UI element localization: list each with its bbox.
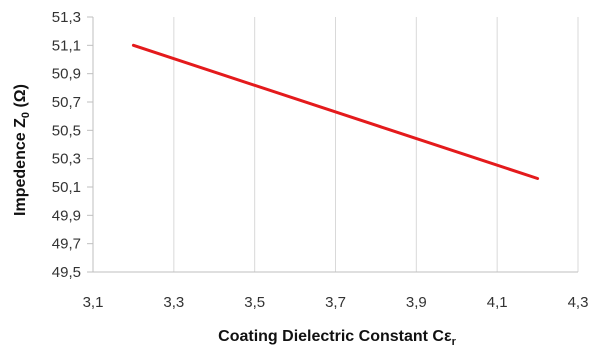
y-axis-ticks: 49,5 49,7 49,9 50,1 50,3 50,5 50,7 50,9 51,1 51,3 — [52, 9, 93, 281]
x-axis-title-subscript: r — [452, 336, 457, 348]
series-lines — [131, 43, 540, 180]
y-tick-label: 50,3 — [52, 151, 81, 168]
x-tick-label: 3,9 — [406, 294, 427, 311]
y-axis-title-suffix: (Ω) — [12, 84, 29, 112]
series-line — [131, 43, 540, 180]
x-tick-label: 4,3 — [568, 294, 589, 311]
x-axis-ticks: 3,1 3,3 3,5 3,7 3,9 4,1 4,3 — [83, 294, 589, 311]
y-tick-label: 49,7 — [52, 236, 81, 253]
y-tick-label: 51,3 — [52, 9, 81, 26]
y-axis-title-main: Impedence Z — [12, 118, 29, 216]
x-tick-label: 4,1 — [487, 294, 508, 311]
vertical-gridlines — [173, 17, 579, 272]
x-axis-title-main: Coating Dielectric Constant Cε — [218, 328, 452, 345]
x-tick-label: 3,1 — [83, 294, 104, 311]
y-tick-label: 49,5 — [52, 264, 81, 281]
x-tick-label: 3,5 — [244, 294, 265, 311]
y-tick-label: 50,1 — [52, 179, 81, 196]
x-axis-title: Coating Dielectric Constant Cεr — [218, 328, 456, 348]
y-tick-label: 51,1 — [52, 37, 81, 54]
y-tick-label: 50,5 — [52, 122, 81, 139]
y-tick-label: 50,7 — [52, 94, 81, 111]
y-axis-title: Impedence Z0 (Ω) — [12, 84, 32, 216]
y-tick-label: 50,9 — [52, 66, 81, 83]
x-tick-label: 3,7 — [325, 294, 346, 311]
axes — [92, 17, 578, 273]
x-tick-label: 3,3 — [163, 294, 184, 311]
y-tick-label: 49,9 — [52, 207, 81, 224]
y-axis-title-subscript: 0 — [20, 112, 32, 118]
